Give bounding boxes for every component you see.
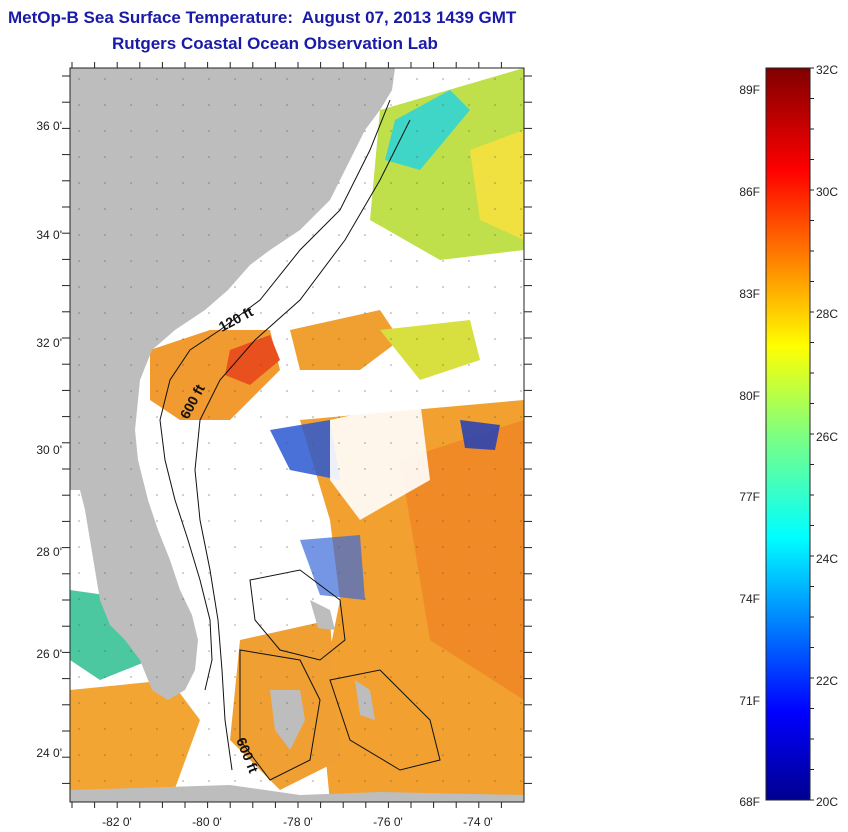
map-subtitle: Rutgers Coastal Ocean Observation Lab xyxy=(112,34,438,53)
lon-label: -74 0' xyxy=(463,815,493,829)
colorbar-celsius-label: 26C xyxy=(816,430,838,444)
colorbar-celsius-label: 32C xyxy=(816,63,838,77)
colorbar-celsius-label: 28C xyxy=(816,307,838,321)
colorbar-celsius-label: 22C xyxy=(816,674,838,688)
lat-label: 28 0' xyxy=(36,545,62,559)
lon-label: -78 0' xyxy=(283,815,313,829)
lon-label: -80 0' xyxy=(192,815,222,829)
colorbar-ticks xyxy=(810,67,814,801)
colorbar-fahrenheit-label: 77F xyxy=(739,490,760,504)
lat-label: 30 0' xyxy=(36,443,62,457)
colorbar-fahrenheit-label: 80F xyxy=(739,389,760,403)
colorbar-celsius-label: 20C xyxy=(816,795,838,809)
colorbar-fahrenheit-label: 89F xyxy=(739,83,760,97)
colorbar-fahrenheit-label: 68F xyxy=(739,795,760,809)
colorbar-fahrenheit-label: 86F xyxy=(739,185,760,199)
colorbar-fahrenheit-label: 83F xyxy=(739,287,760,301)
map-ticks xyxy=(62,62,532,808)
lat-label: 32 0' xyxy=(36,336,62,350)
lat-label: 36 0' xyxy=(36,119,62,133)
lat-label: 26 0' xyxy=(36,647,62,661)
colorbar-celsius-label: 30C xyxy=(816,185,838,199)
colorbar-celsius-label: 24C xyxy=(816,552,838,566)
lon-label: -82 0' xyxy=(102,815,132,829)
lat-label: 34 0' xyxy=(36,228,62,242)
lon-label: -76 0' xyxy=(373,815,403,829)
colorbar-fahrenheit-label: 74F xyxy=(739,592,760,606)
sst-map: 120 ft 600 ft 600 ft 36 0' 34 0' 32 0' 3… xyxy=(36,62,532,829)
colorbar-gradient xyxy=(765,67,811,801)
map-title: MetOp-B Sea Surface Temperature: August … xyxy=(8,8,517,27)
map-frame xyxy=(69,67,525,803)
colorbar-fahrenheit-label: 71F xyxy=(739,694,760,708)
lat-label: 24 0' xyxy=(36,746,62,760)
